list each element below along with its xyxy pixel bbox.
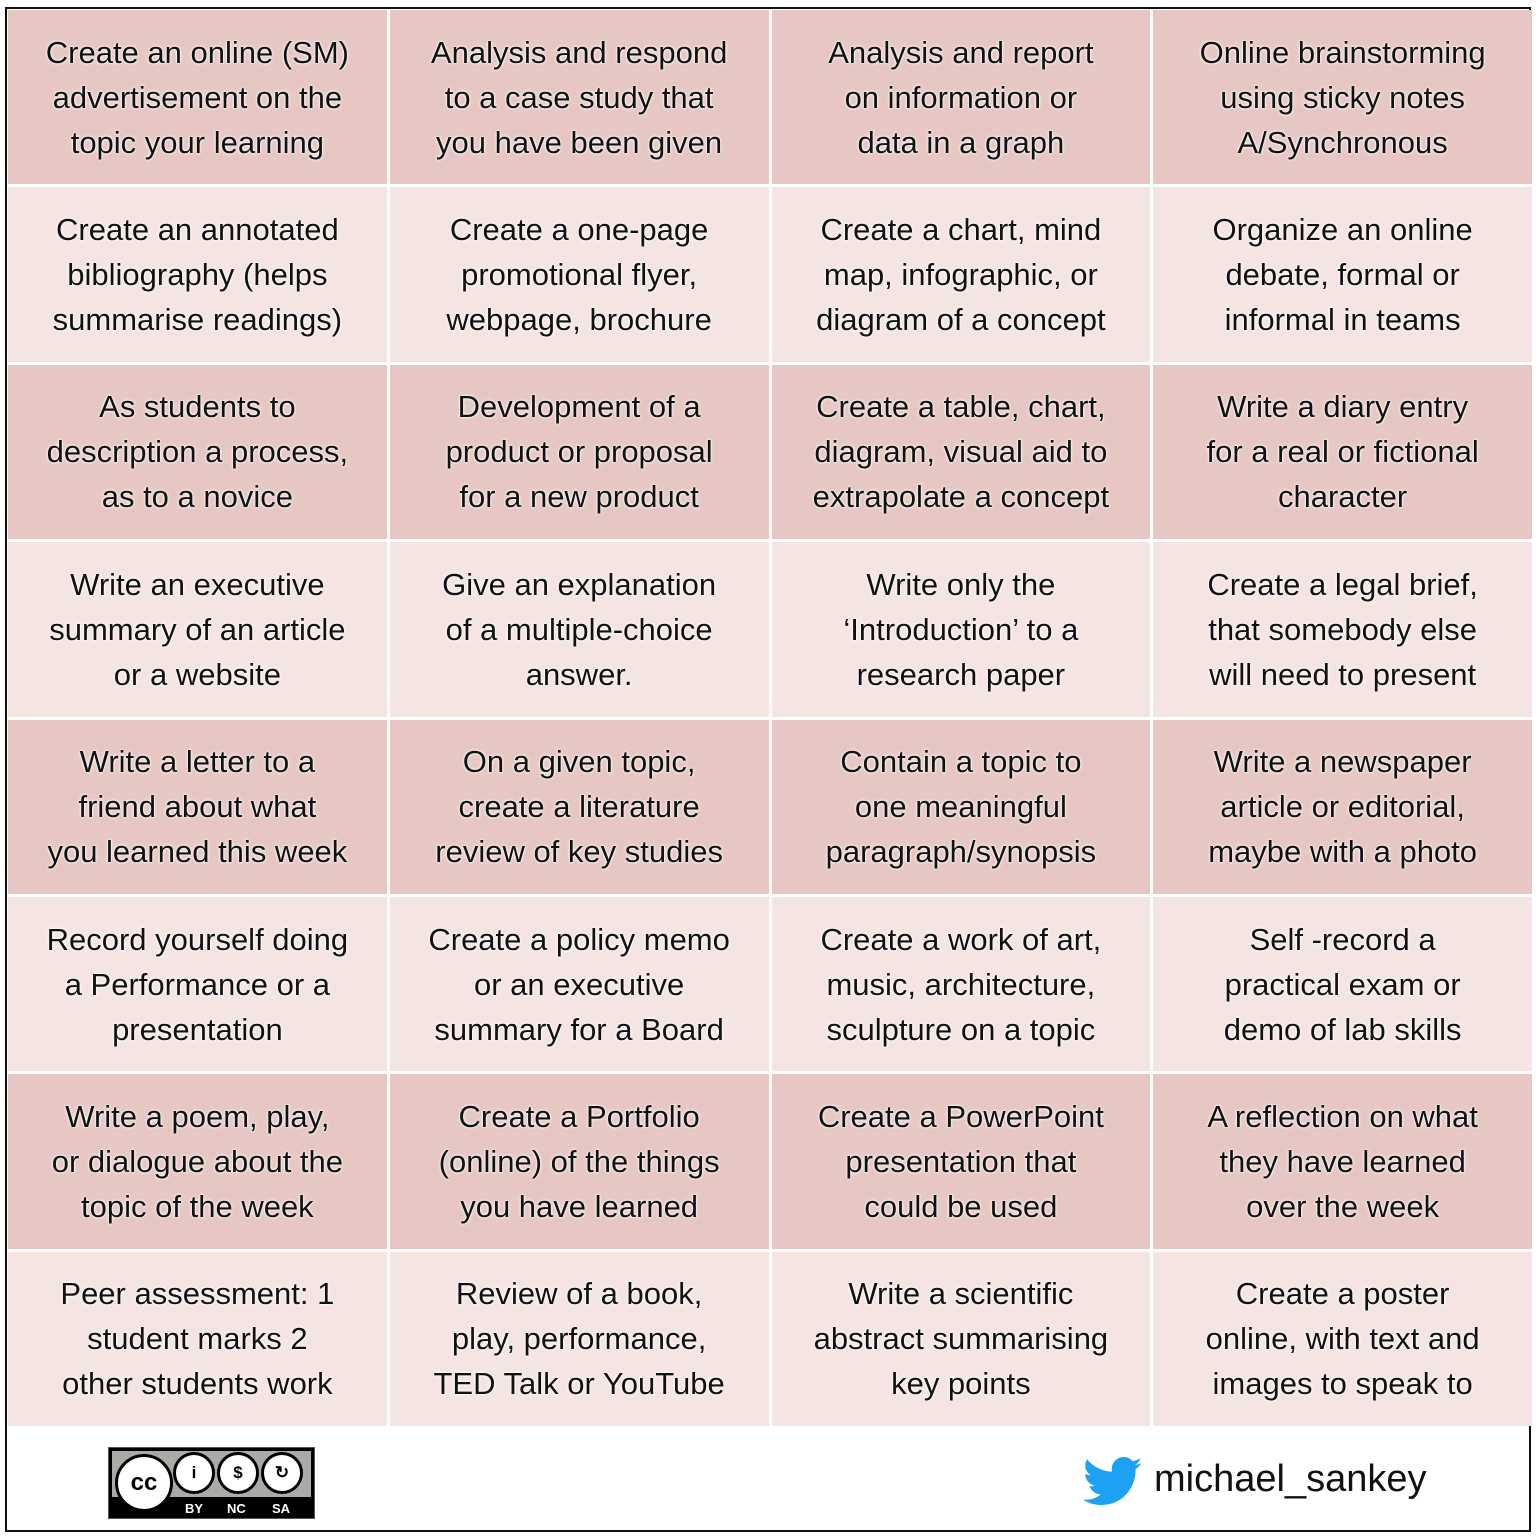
attribution-icon: i [173, 1452, 215, 1494]
twitter-bird-icon [1083, 1457, 1142, 1505]
activity-cell: Peer assessment: 1 student marks 2 other… [8, 1251, 387, 1426]
activity-cell: A reflection on what they have learned o… [1153, 1074, 1532, 1249]
activity-cell: Create a table, chart, diagram, visual a… [771, 364, 1151, 540]
activity-cell: Analysis and report on information or da… [771, 10, 1151, 185]
activity-cell: Create a Portfolio (online) of the thing… [389, 1074, 769, 1249]
activity-cell: Create a poster online, with text and im… [1153, 1251, 1532, 1426]
footer: cc i $ ↻ BY NC SA michael_sankey [8, 1428, 1532, 1528]
activity-cell: Analysis and respond to a case study tha… [389, 10, 769, 185]
activity-cell: Organize an online debate, formal or inf… [1153, 187, 1532, 362]
activity-grid: Create an online (SM) advertisement on t… [8, 10, 1532, 1426]
activity-cell: Record yourself doing a Performance or a… [8, 896, 387, 1072]
activity-cell: Write an executive summary of an article… [8, 542, 387, 717]
activity-cell: Create an annotated bibliography (helps … [8, 187, 387, 362]
activity-cell: Review of a book, play, performance, TED… [389, 1251, 769, 1426]
activity-cell: Write a scientific abstract summarising … [771, 1251, 1151, 1426]
activity-cell: Write a newspaper article or editorial, … [1153, 719, 1532, 894]
activity-cell: Give an explanation of a multiple-choice… [389, 542, 769, 717]
activity-cell: Create a legal brief, that somebody else… [1153, 542, 1532, 717]
activity-cell: On a given topic, create a literature re… [389, 719, 769, 894]
activity-cell: As students to description a process, as… [8, 364, 387, 540]
activity-cell: Online brainstorming using sticky notes … [1153, 10, 1532, 185]
sharealike-icon: ↻ [261, 1452, 303, 1494]
activity-cell: Development of a product or proposal for… [389, 364, 769, 540]
cc-icon: cc [115, 1454, 173, 1512]
noncommercial-icon: $ [217, 1452, 259, 1494]
activity-cell: Write a letter to a friend about what yo… [8, 719, 387, 894]
creative-commons-license-icon: cc i $ ↻ BY NC SA [108, 1447, 315, 1519]
license-by-label: BY [185, 1501, 204, 1516]
license-sa-label: SA [272, 1501, 291, 1516]
activity-cell: Create a work of art, music, architectur… [771, 896, 1151, 1072]
activity-cell: Create a one-page promotional flyer, web… [389, 187, 769, 362]
activity-cell: Create an online (SM) advertisement on t… [8, 10, 387, 185]
activity-cell: Write only the ‘Introduction’ to a resea… [771, 542, 1151, 717]
twitter-handle[interactable]: michael_sankey [1154, 1458, 1427, 1500]
license-nc-label: NC [227, 1501, 246, 1516]
activity-cell: Write a poem, play, or dialogue about th… [8, 1074, 387, 1249]
activity-cell: Self -record a practical exam or demo of… [1153, 896, 1532, 1072]
activity-cell: Create a policy memo or an executive sum… [389, 896, 769, 1072]
activity-cell: Create a chart, mind map, infographic, o… [771, 187, 1151, 362]
activity-cell: Contain a topic to one meaningful paragr… [771, 719, 1151, 894]
activity-cell: Write a diary entry for a real or fictio… [1153, 364, 1532, 540]
activity-cell: Create a PowerPoint presentation that co… [771, 1074, 1151, 1249]
